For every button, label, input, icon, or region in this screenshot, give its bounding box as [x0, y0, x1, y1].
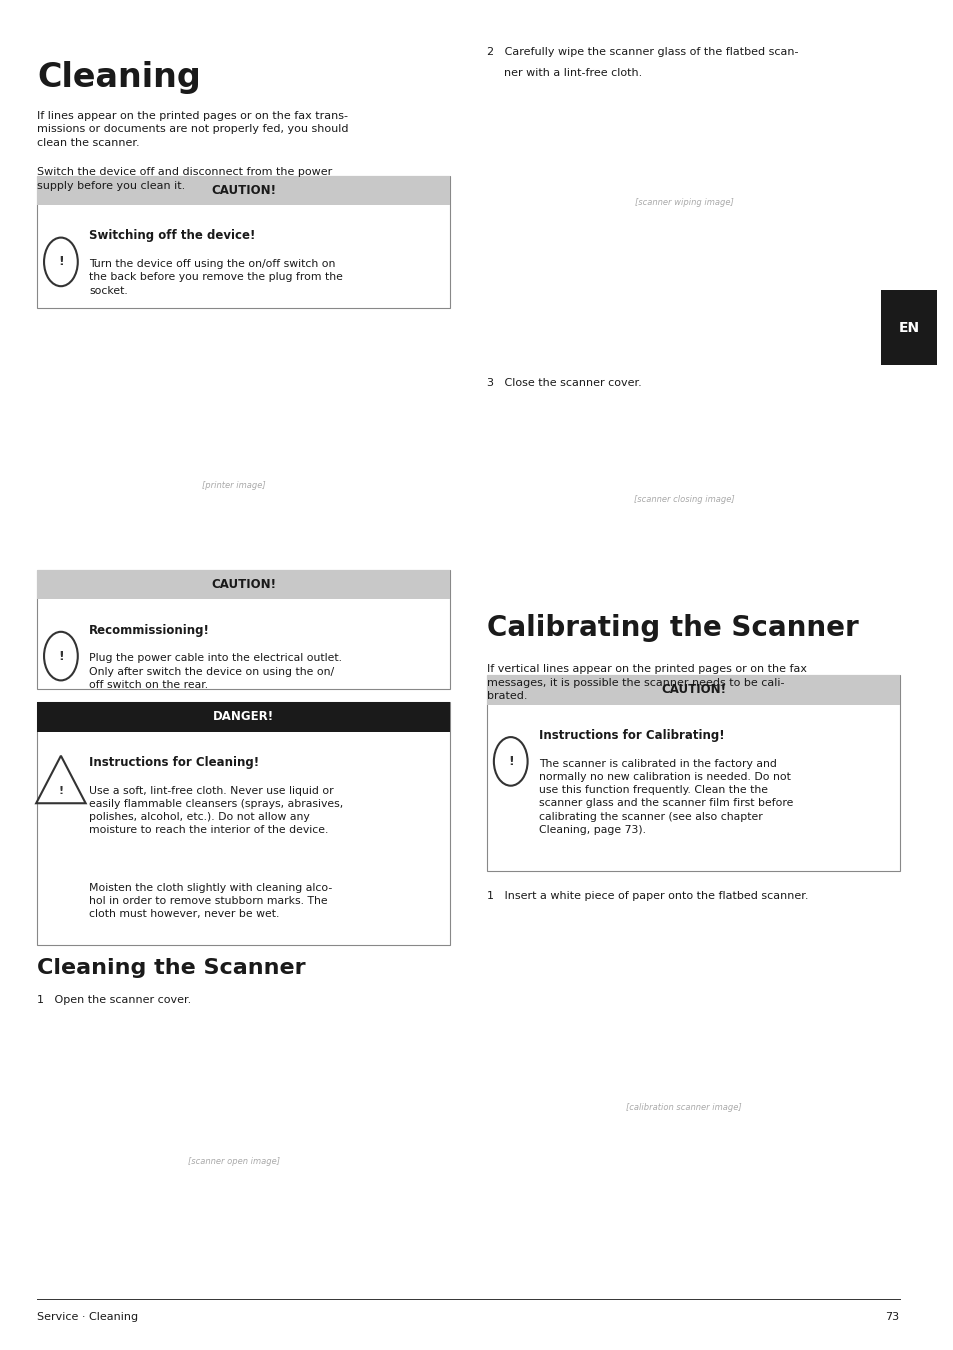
Text: Cleaning: Cleaning — [37, 61, 201, 93]
Text: [calibration scanner image]: [calibration scanner image] — [625, 1103, 741, 1111]
FancyBboxPatch shape — [487, 675, 899, 705]
Text: [scanner wiping image]: [scanner wiping image] — [634, 198, 733, 207]
Text: Plug the power cable into the electrical outlet.
Only after switch the device on: Plug the power cable into the electrical… — [89, 653, 342, 690]
Text: Service · Cleaning: Service · Cleaning — [37, 1312, 138, 1322]
Text: If lines appear on the printed pages or on the fax trans-
missions or documents : If lines appear on the printed pages or … — [37, 111, 349, 148]
FancyBboxPatch shape — [37, 702, 450, 732]
Text: Instructions for Calibrating!: Instructions for Calibrating! — [538, 729, 723, 742]
Text: EN: EN — [898, 321, 919, 335]
Text: 2   Carefully wipe the scanner glass of the flatbed scan-: 2 Carefully wipe the scanner glass of th… — [487, 47, 798, 57]
FancyBboxPatch shape — [37, 176, 450, 308]
Text: !: ! — [58, 786, 64, 796]
Text: The scanner is calibrated in the factory and
normally no new calibration is need: The scanner is calibrated in the factory… — [538, 759, 792, 834]
Text: DANGER!: DANGER! — [213, 710, 274, 724]
Text: !: ! — [58, 649, 64, 663]
Text: Switch the device off and disconnect from the power
supply before you clean it.: Switch the device off and disconnect fro… — [37, 167, 333, 190]
Text: 1   Insert a white piece of paper onto the flatbed scanner.: 1 Insert a white piece of paper onto the… — [487, 891, 808, 900]
FancyBboxPatch shape — [37, 570, 450, 688]
Text: Use a soft, lint-free cloth. Never use liquid or
easily flammable cleansers (spr: Use a soft, lint-free cloth. Never use l… — [89, 786, 343, 836]
Text: [scanner closing image]: [scanner closing image] — [633, 495, 734, 504]
Text: CAUTION!: CAUTION! — [211, 578, 275, 591]
Text: !: ! — [58, 255, 64, 269]
FancyBboxPatch shape — [56, 392, 412, 567]
Text: [printer image]: [printer image] — [202, 482, 266, 490]
Text: 73: 73 — [884, 1312, 899, 1322]
Text: [scanner open image]: [scanner open image] — [188, 1157, 280, 1165]
FancyBboxPatch shape — [37, 176, 450, 205]
FancyBboxPatch shape — [37, 570, 450, 599]
Text: Moisten the cloth slightly with cleaning alco-
hol in order to remove stubborn m: Moisten the cloth slightly with cleaning… — [89, 883, 332, 919]
FancyBboxPatch shape — [487, 675, 899, 871]
Text: CAUTION!: CAUTION! — [211, 184, 275, 197]
Text: !: ! — [507, 755, 513, 768]
Text: ner with a lint-free cloth.: ner with a lint-free cloth. — [503, 68, 641, 77]
Text: CAUTION!: CAUTION! — [660, 683, 725, 697]
Text: Recommissioning!: Recommissioning! — [89, 624, 210, 637]
Text: Turn the device off using the on/off switch on
the back before you remove the pl: Turn the device off using the on/off swi… — [89, 259, 342, 296]
Text: Cleaning the Scanner: Cleaning the Scanner — [37, 958, 306, 979]
FancyBboxPatch shape — [880, 290, 936, 364]
Text: Switching off the device!: Switching off the device! — [89, 230, 255, 243]
Text: If vertical lines appear on the printed pages or on the fax
messages, it is poss: If vertical lines appear on the printed … — [487, 664, 806, 702]
Text: Instructions for Cleaning!: Instructions for Cleaning! — [89, 756, 259, 770]
FancyBboxPatch shape — [37, 702, 450, 945]
Text: 3   Close the scanner cover.: 3 Close the scanner cover. — [487, 378, 641, 387]
Text: 1   Open the scanner cover.: 1 Open the scanner cover. — [37, 995, 192, 1004]
Text: Calibrating the Scanner: Calibrating the Scanner — [487, 614, 858, 643]
